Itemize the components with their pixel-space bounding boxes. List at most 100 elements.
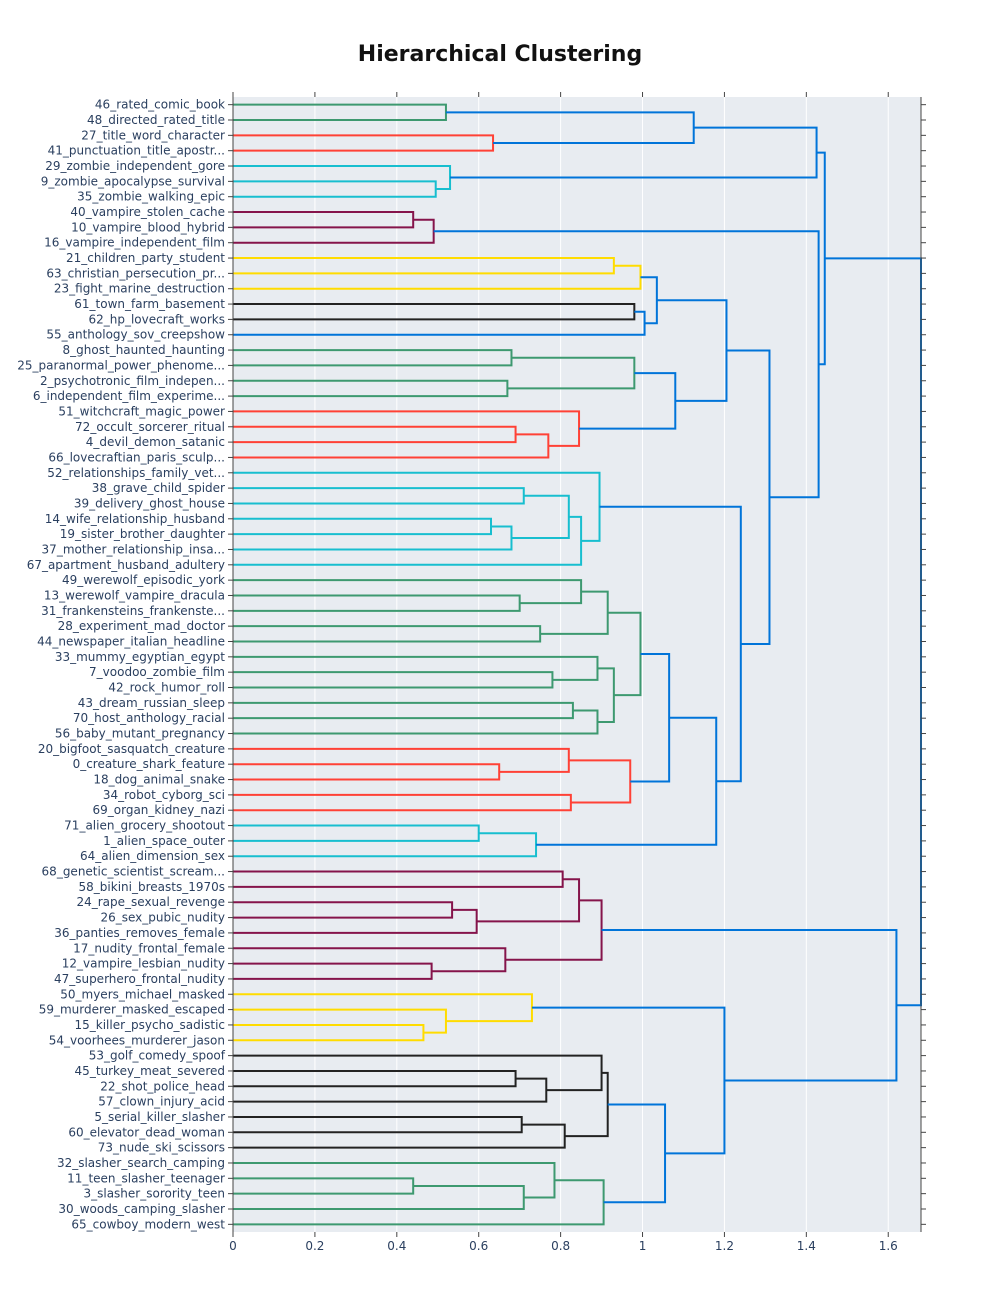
dendro-link-25 <box>233 515 583 566</box>
dendro-link-44 <box>536 716 718 846</box>
leaf-label-50: 68_genetic_scientist_scream... <box>42 865 225 879</box>
dendro-link-9 <box>233 264 642 290</box>
leaf-label-72: 30_woods_camping_slasher <box>58 1202 225 1216</box>
leaf-label-65: 57_clown_injury_acid <box>98 1095 225 1109</box>
leaf-label-28: 19_sister_brother_daughter <box>60 527 225 541</box>
leaf-label-17: 25_paranormal_power_phenome... <box>17 358 225 372</box>
leaf-label-64: 22_shot_police_head <box>100 1079 225 1093</box>
leaf-label-3: 41_punctuation_title_apostr... <box>48 144 225 158</box>
leaf-label-52: 24_rape_sexual_revenge <box>76 895 225 909</box>
dendro-link-36 <box>607 611 642 697</box>
leaf-label-33: 31_frankensteins_frankenste... <box>41 604 225 618</box>
leaf-label-57: 47_superhero_frontal_nudity <box>54 972 225 986</box>
leaf-label-69: 32_slasher_search_camping <box>57 1156 225 1170</box>
x-tick-label-8: 1.6 <box>879 1239 898 1253</box>
leaf-label-29: 37_mother_relationship_insa... <box>42 542 225 556</box>
leaf-label-10: 21_children_party_student <box>66 251 225 265</box>
dendrogram-links <box>233 103 922 1226</box>
leaf-label-34: 28_experiment_mad_doctor <box>58 619 225 633</box>
leaf-label-44: 18_dog_animal_snake <box>93 773 225 787</box>
leaf-label-0: 46_rated_comic_book <box>95 98 225 112</box>
dendro-link-32 <box>233 655 599 681</box>
leaf-label-1: 48_directed_rated_title <box>87 113 225 127</box>
leaf-label-71: 3_slasher_sorority_teen <box>83 1187 225 1201</box>
dendro-link-20 <box>656 299 728 402</box>
leaf-label-49: 64_alien_dimension_sex <box>80 849 225 863</box>
dendro-link-4 <box>445 111 695 145</box>
leaf-label-16: 8_ghost_haunted_haunting <box>63 343 225 357</box>
leaf-label-51: 58_bikini_breasts_1970s <box>79 880 225 894</box>
leaf-label-43: 0_creature_shark_feature <box>73 757 225 771</box>
leaf-label-18: 2_psychotronic_film_indepen... <box>40 374 225 388</box>
dendro-link-12 <box>640 276 658 325</box>
dendro-link-50 <box>233 901 454 919</box>
leaf-label-54: 36_panties_removes_female <box>54 926 225 940</box>
leaf-label-8: 10_vampire_blood_hybrid <box>71 220 225 234</box>
dendro-link-16 <box>233 425 517 444</box>
leaf-label-48: 1_alien_space_outer <box>103 834 225 848</box>
leaf-label-38: 42_rock_humor_roll <box>108 681 225 695</box>
leaf-labels: 46_rated_comic_book48_directed_rated_tit… <box>17 98 226 1232</box>
dendro-link-34 <box>233 709 599 735</box>
x-tick-label-1: 0.2 <box>305 1239 324 1253</box>
leaf-label-12: 23_fight_marine_destruction <box>54 282 225 296</box>
dendro-link-13 <box>233 349 513 367</box>
leaf-label-13: 61_town_farm_basement <box>74 297 225 311</box>
dendro-link-2 <box>233 180 437 198</box>
dendro-link-67 <box>233 1161 556 1199</box>
leaf-label-61: 54_voorhees_murderer_jason <box>49 1033 225 1047</box>
dendro-link-15 <box>507 356 636 390</box>
dendro-link-55 <box>505 899 603 961</box>
dendro-link-40 <box>568 759 632 804</box>
dendro-link-46 <box>726 349 771 646</box>
dendro-link-62 <box>233 1115 523 1134</box>
leaf-label-24: 52_relationships_family_vet... <box>47 466 225 480</box>
leaf-label-27: 14_wife_relationship_husband <box>45 512 225 526</box>
dendro-link-5 <box>450 126 818 179</box>
x-tick-label-5: 1 <box>639 1239 647 1253</box>
leaf-label-53: 26_sex_pubic_nudity <box>100 911 225 925</box>
leaf-label-67: 60_elevator_dead_woman <box>68 1125 225 1139</box>
leaf-label-6: 35_zombie_walking_epic <box>77 190 225 204</box>
leaf-label-7: 40_vampire_stolen_cache <box>70 205 225 219</box>
dendro-link-35 <box>597 667 615 724</box>
leaf-label-55: 17_nudity_frontal_female <box>73 941 225 955</box>
leaf-label-63: 45_turkey_meat_severed <box>75 1064 225 1078</box>
dendro-link-58 <box>233 993 533 1023</box>
leaf-label-23: 66_lovecraftian_paris_sculp... <box>48 450 225 464</box>
leaf-label-30: 67_apartment_husband_adultery <box>27 558 225 572</box>
dendro-link-0 <box>233 103 447 122</box>
axes: 0 0.2 0.4 0.6 0.8 1 1.2 1.4 1.6 <box>228 92 926 1253</box>
leaf-label-60: 15_killer_psycho_sadistic <box>75 1018 226 1032</box>
leaf-label-5: 9_zombie_apocalypse_survival <box>41 174 225 188</box>
dendro-link-59 <box>233 1069 517 1088</box>
leaf-label-31: 49_werewolf_episodic_york <box>62 573 225 587</box>
leaf-label-58: 50_myers_michael_masked <box>60 987 225 1001</box>
dendro-link-54 <box>233 947 507 973</box>
dendro-link-63 <box>233 1123 566 1149</box>
leaf-label-21: 72_occult_sorcerer_ritual <box>75 420 225 434</box>
leaf-label-40: 70_host_anthology_racial <box>73 711 225 725</box>
leaf-label-41: 56_baby_mutant_pregnancy <box>55 727 225 741</box>
x-tick-label-7: 1.4 <box>797 1239 816 1253</box>
grid-lines <box>314 97 889 1232</box>
leaf-label-22: 4_devil_demon_satanic <box>86 435 225 449</box>
leaf-label-25: 38_grave_child_spider <box>92 481 225 495</box>
dendro-link-10 <box>233 303 636 321</box>
x-tick-label-6: 1.2 <box>715 1239 734 1253</box>
leaf-label-56: 12_vampire_lesbian_nudity <box>62 957 225 971</box>
dendro-link-37 <box>233 763 501 781</box>
leaf-label-32: 13_werewolf_vampire_dracula <box>44 588 225 602</box>
leaf-label-47: 71_alien_grocery_shootout <box>64 819 225 833</box>
dendro-link-8 <box>233 257 615 275</box>
dendro-link-11 <box>233 310 646 336</box>
leaf-label-46: 69_organ_kidney_nazi <box>93 803 226 817</box>
leaf-label-35: 44_newspaper_italian_headline <box>37 634 225 648</box>
dendro-link-30 <box>540 590 609 635</box>
leaf-label-37: 7_voodoo_zombie_film <box>89 665 225 679</box>
leaf-label-42: 20_bigfoot_sasquatch_creature <box>38 742 225 756</box>
leaf-label-39: 43_dream_russian_sleep <box>78 696 225 710</box>
dendro-link-53 <box>233 962 433 980</box>
leaf-label-19: 6_independent_film_experime... <box>33 389 225 403</box>
